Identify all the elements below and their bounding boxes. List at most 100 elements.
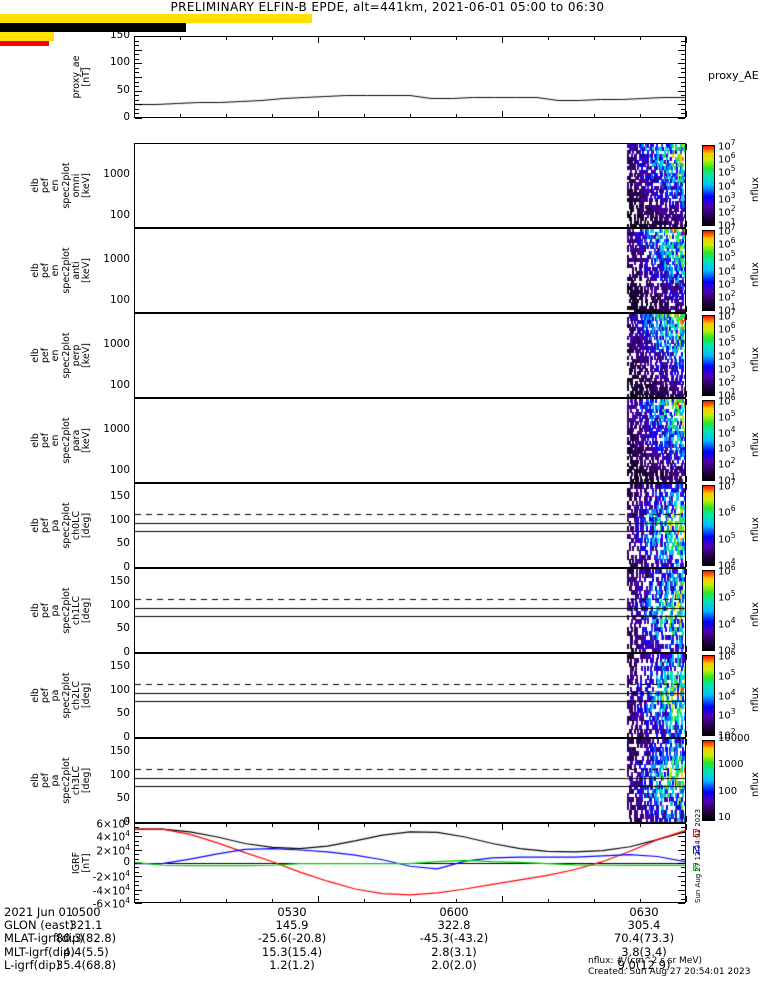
- bottom-table-value: 2.0(2.0): [431, 957, 477, 972]
- ylabel-en_anti: elb pef en spec2plot anti [keV]: [30, 228, 92, 313]
- xtick-mark: [686, 229, 687, 235]
- panel-stack: proxy_ae [nT] 150 100 50 0 proxy_AE elb pef en spe…: [0, 14, 775, 911]
- xtick-mark: [686, 484, 687, 490]
- ytick-mark: [135, 143, 142, 144]
- colorbar-tick-label: 106: [718, 648, 736, 663]
- ytick-label: 0: [123, 816, 130, 828]
- bottom-table-value: 15.3(15.4): [261, 944, 323, 959]
- ylabel-en_perp: elb pef en spec2plot perp [keV]: [30, 313, 92, 398]
- ytick-label: 2×104: [96, 842, 130, 858]
- colorbar-en_para: [702, 400, 715, 481]
- colorbar-tick-label: 104: [718, 347, 736, 362]
- bottom-table-row-label: MLT-igrf(dip): [4, 944, 75, 959]
- colorbar-tick-label: 102: [718, 456, 736, 471]
- colorbar-frame: [702, 655, 715, 736]
- bottom-table-value: 322.8: [437, 918, 471, 933]
- spectrogram-pa_ch3LC: [135, 739, 685, 822]
- colorbar-tick-label: 101: [718, 217, 736, 232]
- ytick-label: 6×104: [96, 816, 130, 831]
- colorbar-tick-label: 104: [718, 424, 736, 439]
- xtick-mark: [686, 476, 687, 482]
- ylabel-line: en: [50, 434, 62, 447]
- xtick-mark: [134, 476, 135, 482]
- xtick-mark: [134, 391, 135, 397]
- right-label-proxy-ae: proxy_AE: [708, 69, 759, 82]
- ytick-label: 50: [116, 792, 130, 805]
- colorbar-tick-label: 104: [718, 615, 736, 630]
- xtick-mark: [134, 221, 135, 227]
- colorbar-tick-label: 1000: [718, 759, 744, 771]
- xtick-mark: [686, 654, 687, 660]
- xtick-mark: [134, 646, 135, 652]
- colorbar-tick-label: 103: [718, 360, 736, 375]
- bottom-table-value: -25.6(-20.8): [257, 931, 327, 946]
- xtick-mark: [134, 816, 135, 822]
- colorbar-tick-label: 104: [718, 262, 736, 277]
- ytick-label: 100: [109, 378, 130, 391]
- ytick-label: 150: [109, 575, 130, 588]
- bottom-table-value: 321.1: [69, 918, 103, 933]
- ylabel-line: pa: [50, 689, 62, 702]
- xtick-mark: [686, 824, 687, 830]
- status-bar-segment: [0, 32, 55, 41]
- spectrogram-en_perp: [135, 314, 685, 397]
- ytick-label: 100: [109, 598, 130, 611]
- ylabel-line: pa: [50, 604, 62, 617]
- colorbar-tick-label: 106: [718, 151, 736, 166]
- ytick-label: 150: [109, 490, 130, 503]
- xtick-mark: [134, 654, 135, 660]
- xtick-mark: [134, 229, 135, 235]
- colorbar-tick-label: 102: [718, 373, 736, 389]
- page-title: PRELIMINARY ELFIN-B EPDE, alt=441km, 202…: [170, 0, 605, 14]
- xtick-mark: [686, 111, 687, 117]
- bottom-table-value: 0530: [277, 905, 307, 919]
- colorbar-tick-label: 104: [718, 177, 736, 192]
- igrf-traces: [135, 824, 685, 902]
- colorbar-title: nflux: [750, 516, 761, 542]
- colorbar-en_perp: [702, 315, 715, 396]
- ytick-mark: [678, 313, 685, 314]
- igrf-legend-N: N: [692, 844, 701, 857]
- ytick-mark: [135, 228, 142, 229]
- colorbar-pa_ch2LC: [702, 655, 715, 736]
- colorbar-tick-label: 106: [718, 236, 736, 251]
- colorbar-tick-label: 101: [718, 472, 736, 487]
- ytick-label: 0: [123, 561, 130, 573]
- xtick-mark: [686, 896, 687, 902]
- ytick-label: 150: [109, 29, 130, 41]
- colorbar-en_omni: [702, 145, 715, 226]
- watermark-timestamp: Sun Aug 27 12:34:01 2023: [694, 808, 702, 903]
- ytick-mark: [678, 653, 685, 654]
- xtick-mark: [686, 569, 687, 575]
- xtick-mark: [134, 144, 135, 150]
- ytick-label: 150: [109, 745, 130, 758]
- xtick-mark: [134, 731, 135, 737]
- xtick-mark: [686, 37, 687, 43]
- colorbar-title: nflux: [750, 771, 761, 797]
- colorbar-en_anti: [702, 230, 715, 311]
- ylabel-line: en: [50, 264, 62, 277]
- colorbar-tick-label: 103: [718, 190, 736, 205]
- ytick-mark: [135, 653, 142, 654]
- colorbar-frame: [702, 570, 715, 651]
- bottom-table-value: 1.2(1.2): [269, 957, 315, 972]
- bottom-table-value: 3.8(3.4): [621, 944, 667, 959]
- bottom-table-row-label: GLON (east): [4, 918, 74, 933]
- spectrogram-en_para: [135, 399, 685, 482]
- ylabel-pa_ch1LC: elb pef pa spec2plot ch1LC [deg]: [30, 568, 92, 653]
- ytick-mark: [135, 823, 142, 824]
- xtick-mark: [686, 561, 687, 567]
- xtick-mark: [134, 896, 135, 902]
- ytick-label: 50: [116, 622, 130, 635]
- ytick-label: 0: [123, 646, 130, 658]
- colorbar-frame: [702, 485, 715, 566]
- ytick-mark: [135, 483, 142, 484]
- colorbar-tick-label: 103: [718, 440, 736, 455]
- ytick-label: 1000: [103, 337, 130, 350]
- colorbar-frame: [702, 400, 715, 481]
- ylabel-en_para: elb pef en spec2plot para [keV]: [30, 398, 92, 483]
- ylabel-pa_ch2LC: elb pef pa spec2plot ch2LC [deg]: [30, 653, 92, 738]
- footer-created: Created: Sun Aug 27 20:54:01 2023: [588, 967, 751, 977]
- status-bar-upper-segment: [0, 41, 49, 46]
- bottom-table-value: 0500: [71, 905, 101, 919]
